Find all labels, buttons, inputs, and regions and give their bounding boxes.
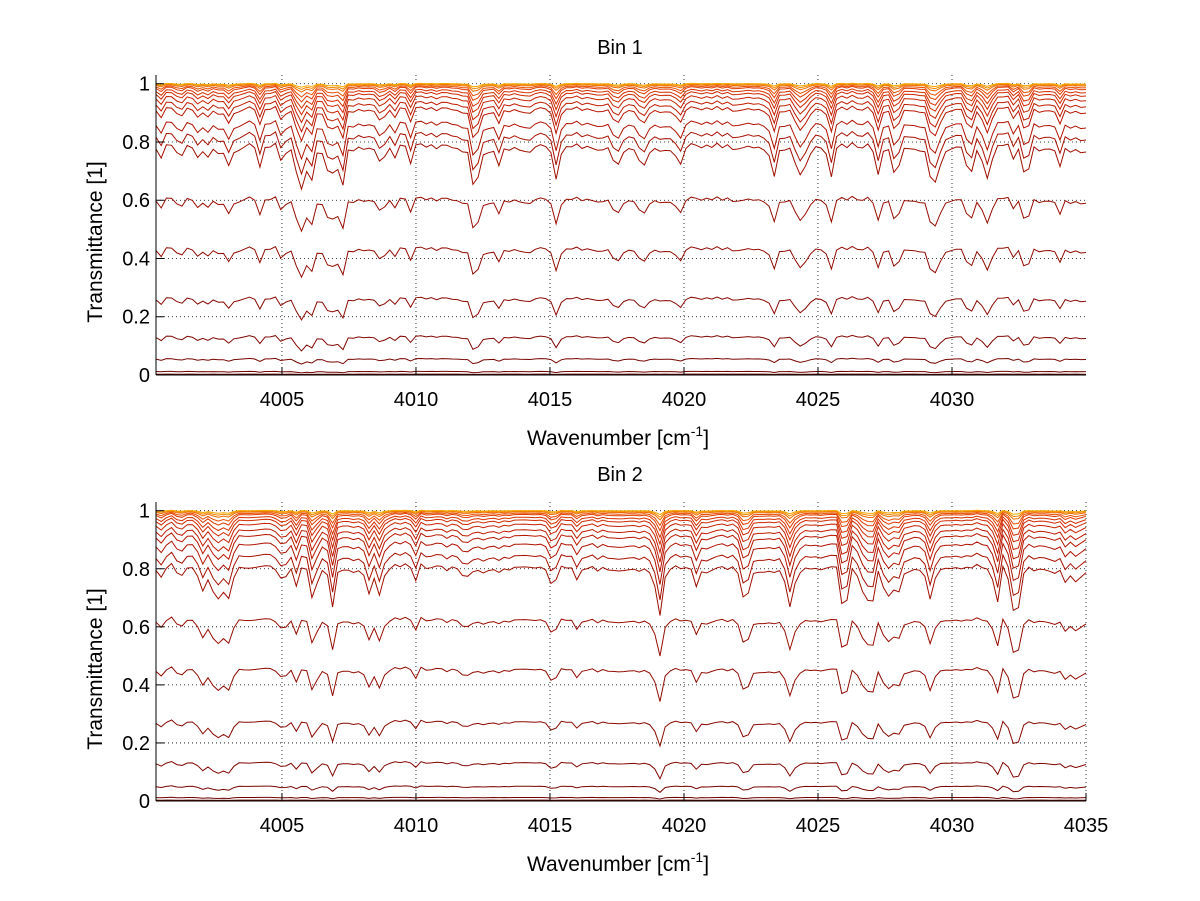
x-tick-label: 4015 [528,815,573,837]
x-tick-label: 4010 [394,815,439,837]
x-tick-label: 4015 [528,389,573,411]
series-line [155,296,1087,321]
series-group [155,509,1087,802]
series-line [155,100,1087,133]
series-line [155,511,1087,527]
x-tick-label: 4010 [394,389,439,411]
y-tick-label: 0.2 [122,307,150,329]
series-line [155,666,1087,702]
series-line [155,357,1087,365]
x-axis-label-main: Wavenumber [cm [527,853,691,876]
x-axis-label-superscript: -1 [691,849,704,865]
series-line [155,510,1087,521]
x-tick-label: 4035 [1064,815,1109,837]
x-axis-label: Wavenumber [cm-1] [527,423,709,450]
y-axis-label: Transmittance [1] [84,161,107,322]
y-tick-label: 0.8 [122,132,150,154]
series-line [155,540,1087,585]
series-line [155,796,1087,800]
series-line [155,526,1087,563]
series-line [155,521,1087,555]
y-tick-label: 1 [139,501,150,523]
series-line [155,562,1087,616]
series-line [155,119,1087,161]
x-axis-label-end: ] [703,853,709,876]
series-line [155,83,1087,93]
series-line [155,105,1087,143]
series-line [155,82,1086,88]
x-tick-label: 4030 [930,389,975,411]
y-tick-label: 0 [139,791,150,813]
series-line [155,760,1087,780]
series-line [155,515,1087,539]
chart-title: Bin 1 [597,37,643,59]
y-tick-label: 0.4 [122,675,150,697]
x-tick-label: 4025 [796,815,841,837]
axes-frame [155,502,1086,802]
series-line [155,510,1087,518]
y-tick-label: 0.6 [122,617,150,639]
series-line [155,532,1087,573]
series-line [155,195,1087,233]
x-axis-label-end: ] [703,427,709,450]
series-line [155,334,1087,352]
series-line [155,509,1087,516]
axes-frame [155,75,1086,376]
series-line [155,84,1087,98]
y-tick-label: 1 [139,74,150,96]
grid [156,75,1086,376]
series-line [155,94,1087,124]
series-line [155,245,1087,279]
series-line [155,88,1087,110]
x-axis-label-superscript: -1 [691,423,704,439]
x-tick-label: 4005 [260,389,305,411]
x-tick-label: 4020 [662,815,707,837]
series-line [155,517,1087,546]
series-line [155,130,1087,176]
series-line [155,142,1087,191]
series-line [155,83,1087,91]
x-tick-label: 4030 [930,815,975,837]
y-tick-label: 0.4 [122,248,150,270]
y-tick-label: 0.8 [122,559,150,581]
series-line [155,616,1087,657]
series-line [155,512,1087,532]
chart-panel-bin-2: Bin 2 Transmittance [1] Wavenumber [cm-1… [84,464,1108,876]
x-tick-label: 4020 [662,389,707,411]
series-line [155,90,1087,116]
y-tick-label: 0 [139,365,150,387]
series-line [155,551,1087,601]
y-tick-label: 0.6 [122,190,150,212]
series-line [155,370,1087,374]
series-line [155,785,1087,793]
series-line [155,85,1087,103]
x-axis-label-main: Wavenumber [cm [527,427,691,450]
x-tick-label: 4025 [796,389,841,411]
series-line [155,719,1087,748]
series-group [155,82,1087,376]
x-tick-label: 4005 [260,815,305,837]
chart-title: Bin 2 [597,464,643,486]
x-axis-label: Wavenumber [cm-1] [527,849,709,876]
y-tick-label: 0.2 [122,733,150,755]
y-axis-label: Transmittance [1] [84,588,107,749]
chart-panel-bin-1: Bin 1 Transmittance [1] Wavenumber [cm-1… [84,37,1087,450]
